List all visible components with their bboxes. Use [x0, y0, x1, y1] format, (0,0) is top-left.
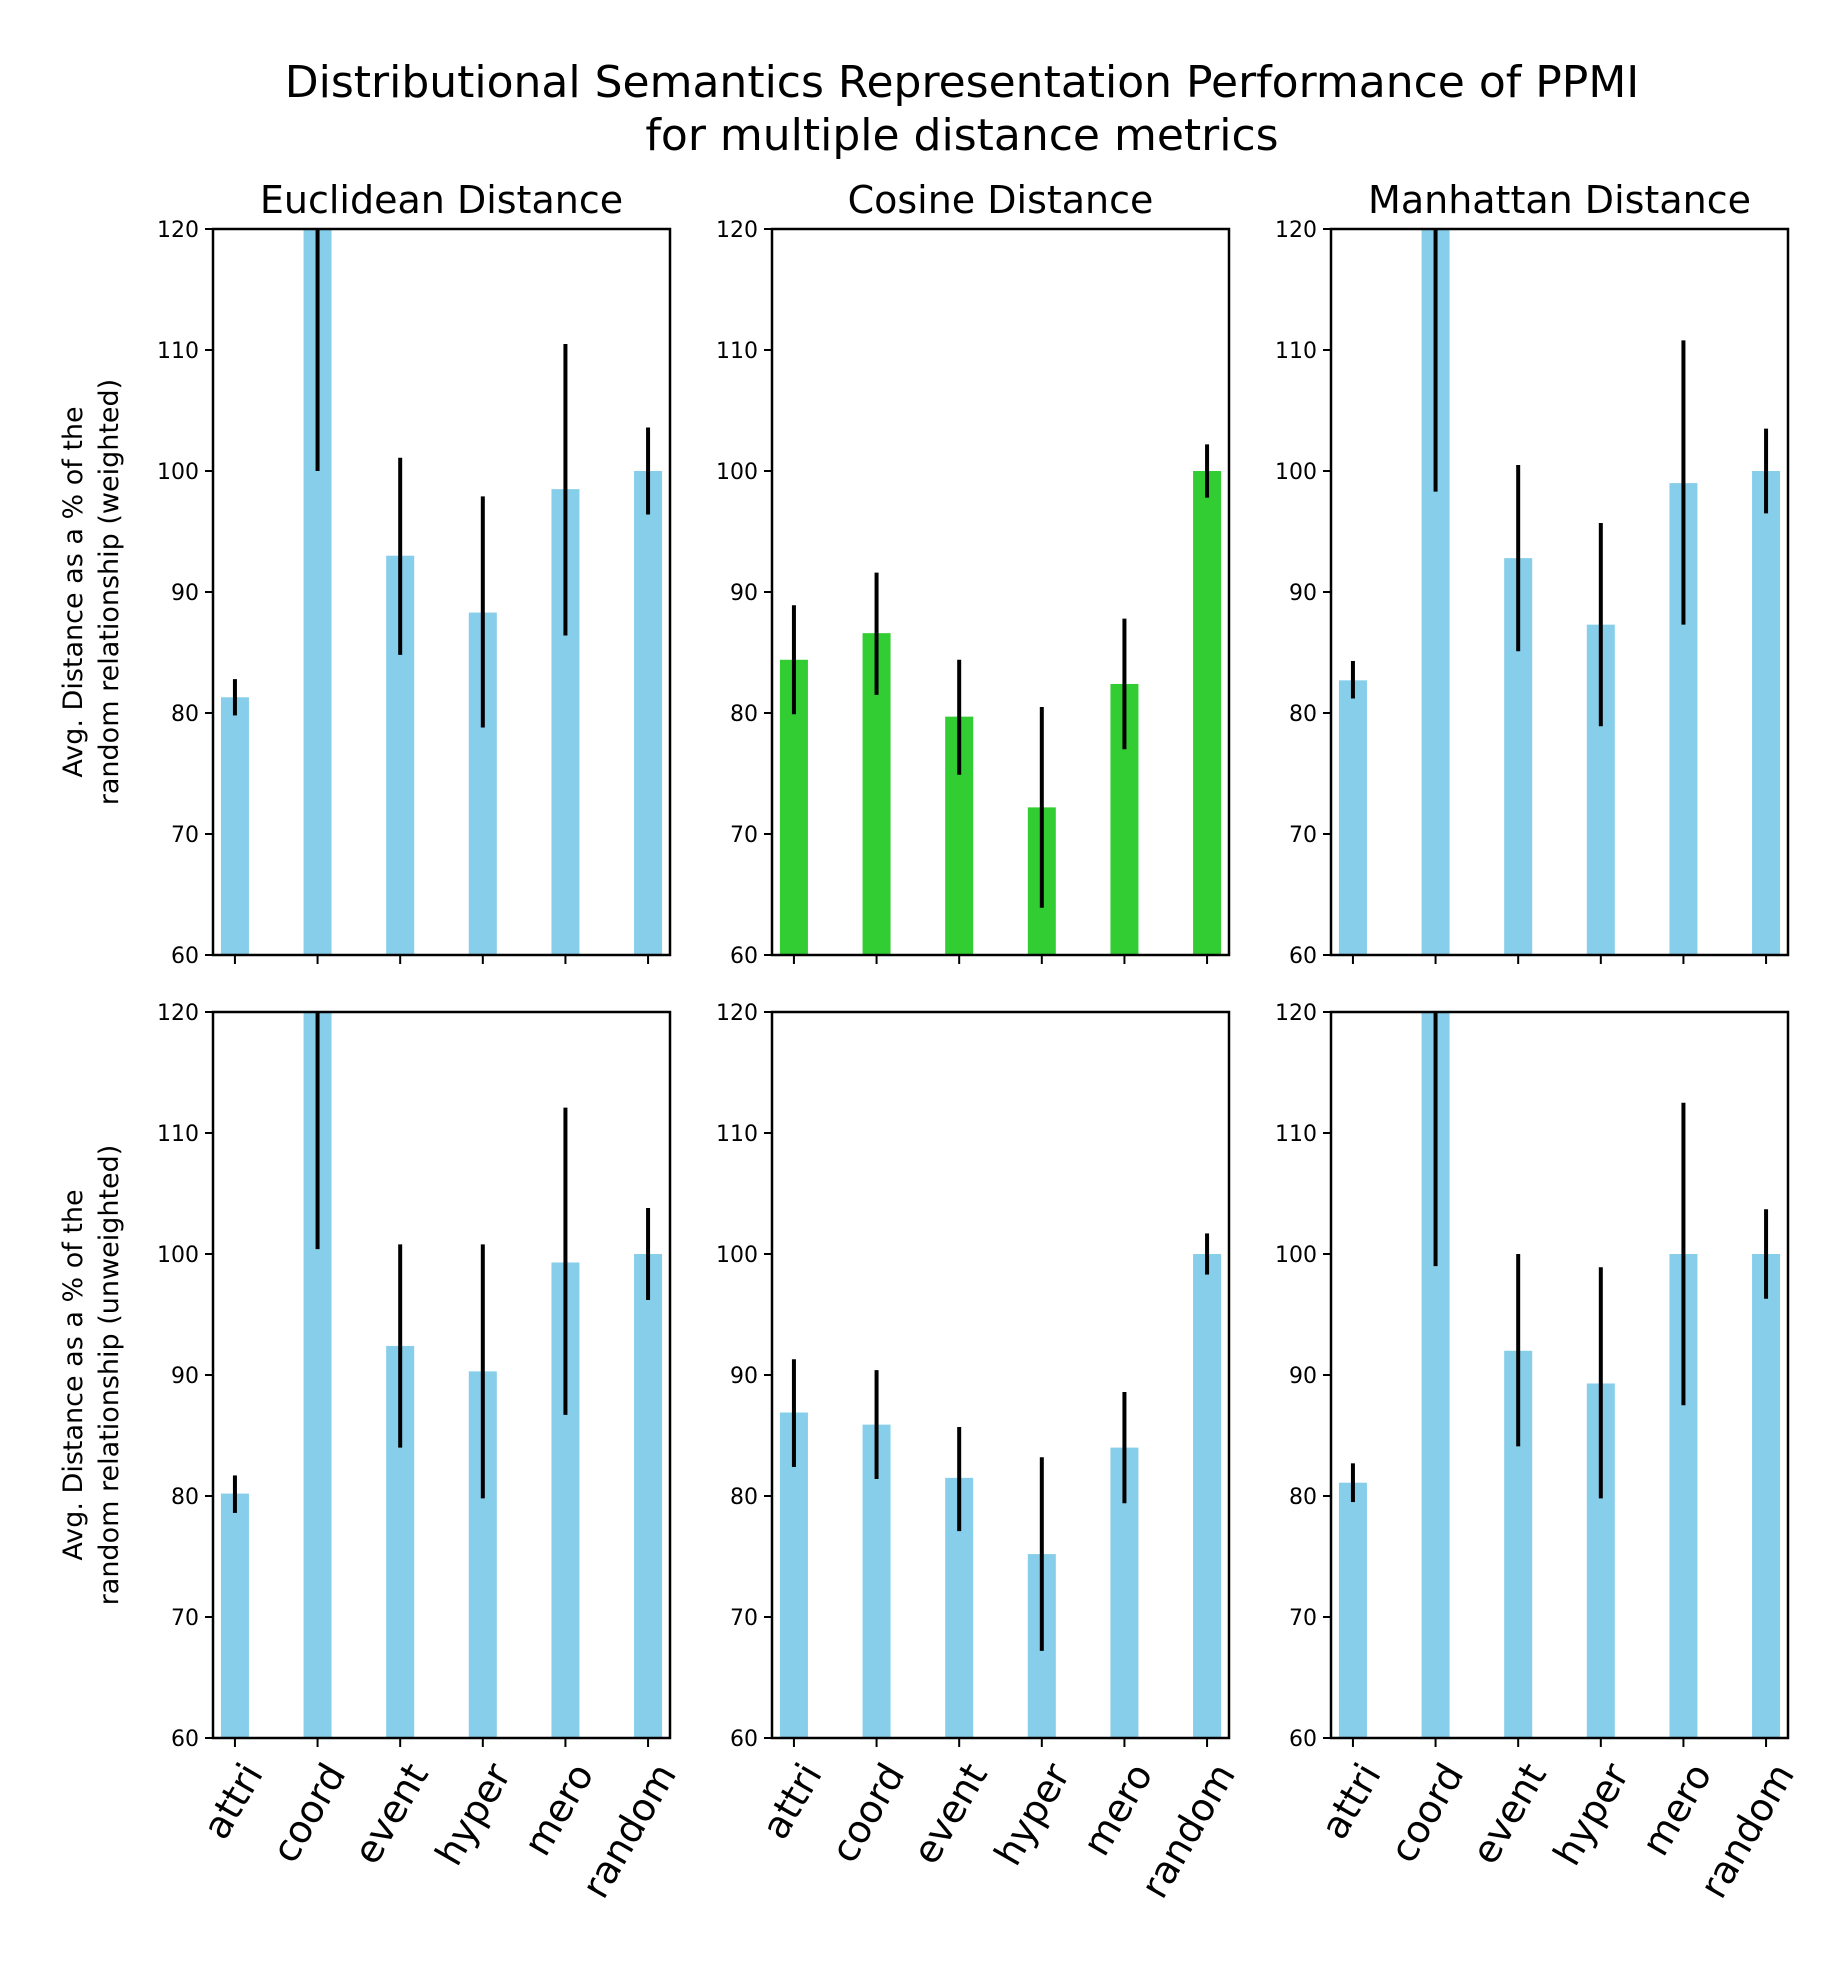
y-tick-label: 60	[1289, 1727, 1317, 1752]
bar-random	[634, 471, 663, 955]
chart-title-line-2: for multiple distance metrics	[645, 110, 1278, 161]
y-tick-label: 90	[171, 1364, 199, 1389]
category-label-coord: coord	[263, 1756, 354, 1870]
subplot-title: Manhattan Distance	[1368, 178, 1751, 222]
category-label-mero: mero	[515, 1756, 602, 1863]
bar-random	[1752, 471, 1781, 955]
category-label-event: event	[904, 1756, 996, 1872]
panel-r0c0: 60 70 80 90 100 110 120 Euclidean Distance Avg. …	[58, 178, 672, 969]
bar-random	[634, 1254, 663, 1738]
chart-title-line-1: Distributional Semantics Representation …	[285, 57, 1640, 108]
category-label-hyper: hyper	[427, 1755, 520, 1872]
y-tick-label: 100	[716, 1243, 758, 1268]
panel-r0c1: 60 70 80 90 100 110 120 Cosine Distance	[716, 178, 1231, 969]
category-label-attri: attri	[194, 1756, 272, 1847]
y-tick-label: 110	[716, 339, 758, 364]
category-label-coord: coord	[1381, 1756, 1472, 1870]
panel-r1c1: 60 70 80 90 100 110 120 attricoordeventhypermer…	[716, 1001, 1244, 1905]
y-tick-label: 70	[171, 823, 199, 848]
bar-attri	[220, 1493, 249, 1738]
category-label-event: event	[345, 1756, 437, 1872]
y-tick-label: 120	[157, 1001, 199, 1026]
panel-frame	[211, 1010, 672, 1740]
bar-attri	[1338, 1482, 1367, 1738]
plot-area	[1338, 1012, 1781, 1738]
category-label-mero: mero	[1633, 1756, 1720, 1863]
panel-frame	[1329, 1010, 1790, 1740]
y-tick-label: 120	[716, 218, 758, 243]
y-tick-label: 110	[157, 339, 199, 364]
y-tick-label: 80	[171, 702, 199, 727]
y-tick-label: 100	[157, 1243, 199, 1268]
subplot-title: Euclidean Distance	[260, 178, 623, 222]
y-axis-label-line-2: random relationship (unweighted)	[94, 1145, 125, 1606]
plot-area	[779, 444, 1222, 955]
panel-frame	[770, 227, 1231, 957]
y-tick-label: 60	[730, 1727, 758, 1752]
bar-random	[1193, 1254, 1222, 1738]
category-label-hyper: hyper	[1545, 1755, 1638, 1872]
y-axis-label-line-2: random relationship (weighted)	[94, 379, 125, 805]
panel-grid: 60 70 80 90 100 110 120 Euclidean Distance Avg. …	[58, 178, 1803, 1905]
y-tick-label: 60	[171, 1727, 199, 1752]
panel-frame	[1329, 227, 1790, 957]
plot-area	[220, 229, 663, 955]
y-tick-label: 80	[730, 1485, 758, 1510]
panel-r1c0: 60 70 80 90 100 110 120 attricoordeventhypermer…	[58, 1001, 685, 1905]
y-tick-label: 90	[730, 1364, 758, 1389]
y-tick-label: 120	[1275, 1001, 1317, 1026]
y-tick-label: 80	[1289, 1485, 1317, 1510]
panel-frame	[211, 227, 672, 957]
category-label-mero: mero	[1074, 1756, 1161, 1863]
y-tick-label: 70	[1289, 1606, 1317, 1631]
panel-r0c2: 60 70 80 90 100 110 120 Manhattan Distance	[1275, 178, 1790, 969]
bar-random	[1193, 471, 1222, 955]
y-tick-label: 60	[171, 944, 199, 969]
y-tick-label: 110	[1275, 339, 1317, 364]
y-tick-label: 110	[157, 1122, 199, 1147]
bar-attri	[1338, 680, 1367, 955]
category-label-attri: attri	[1312, 1756, 1390, 1847]
y-tick-label: 100	[157, 460, 199, 485]
y-tick-label: 70	[730, 823, 758, 848]
bar-attri	[220, 697, 249, 955]
plot-area	[779, 1233, 1222, 1738]
y-tick-label: 120	[1275, 218, 1317, 243]
y-axis-label-line-1: Avg. Distance as a % of the	[58, 406, 89, 777]
y-tick-label: 110	[716, 1122, 758, 1147]
y-tick-label: 60	[730, 944, 758, 969]
subplot-title: Cosine Distance	[848, 178, 1154, 222]
category-label-coord: coord	[822, 1756, 913, 1870]
y-tick-label: 70	[730, 1606, 758, 1631]
y-tick-label: 100	[716, 460, 758, 485]
panel-r1c2: 60 70 80 90 100 110 120 attricoordeventhypermer…	[1275, 1001, 1803, 1905]
y-tick-label: 90	[1289, 581, 1317, 606]
y-tick-label: 80	[730, 702, 758, 727]
panel-frame	[770, 1010, 1231, 1740]
y-tick-label: 70	[171, 1606, 199, 1631]
y-tick-label: 110	[1275, 1122, 1317, 1147]
category-label-attri: attri	[753, 1756, 831, 1847]
plot-area	[220, 1012, 663, 1738]
bar-random	[1752, 1254, 1781, 1738]
y-tick-label: 90	[1289, 1364, 1317, 1389]
category-label-event: event	[1463, 1756, 1555, 1872]
y-tick-label: 70	[1289, 823, 1317, 848]
plot-area	[1338, 229, 1781, 955]
y-tick-label: 80	[1289, 702, 1317, 727]
y-tick-label: 100	[1275, 1243, 1317, 1268]
y-tick-label: 120	[157, 218, 199, 243]
y-axis-label-line-1: Avg. Distance as a % of the	[58, 1189, 89, 1560]
y-tick-label: 100	[1275, 460, 1317, 485]
y-tick-label: 60	[1289, 944, 1317, 969]
y-tick-label: 90	[730, 581, 758, 606]
y-tick-label: 120	[716, 1001, 758, 1026]
category-label-hyper: hyper	[986, 1755, 1079, 1872]
y-tick-label: 90	[171, 581, 199, 606]
y-tick-label: 80	[171, 1485, 199, 1510]
